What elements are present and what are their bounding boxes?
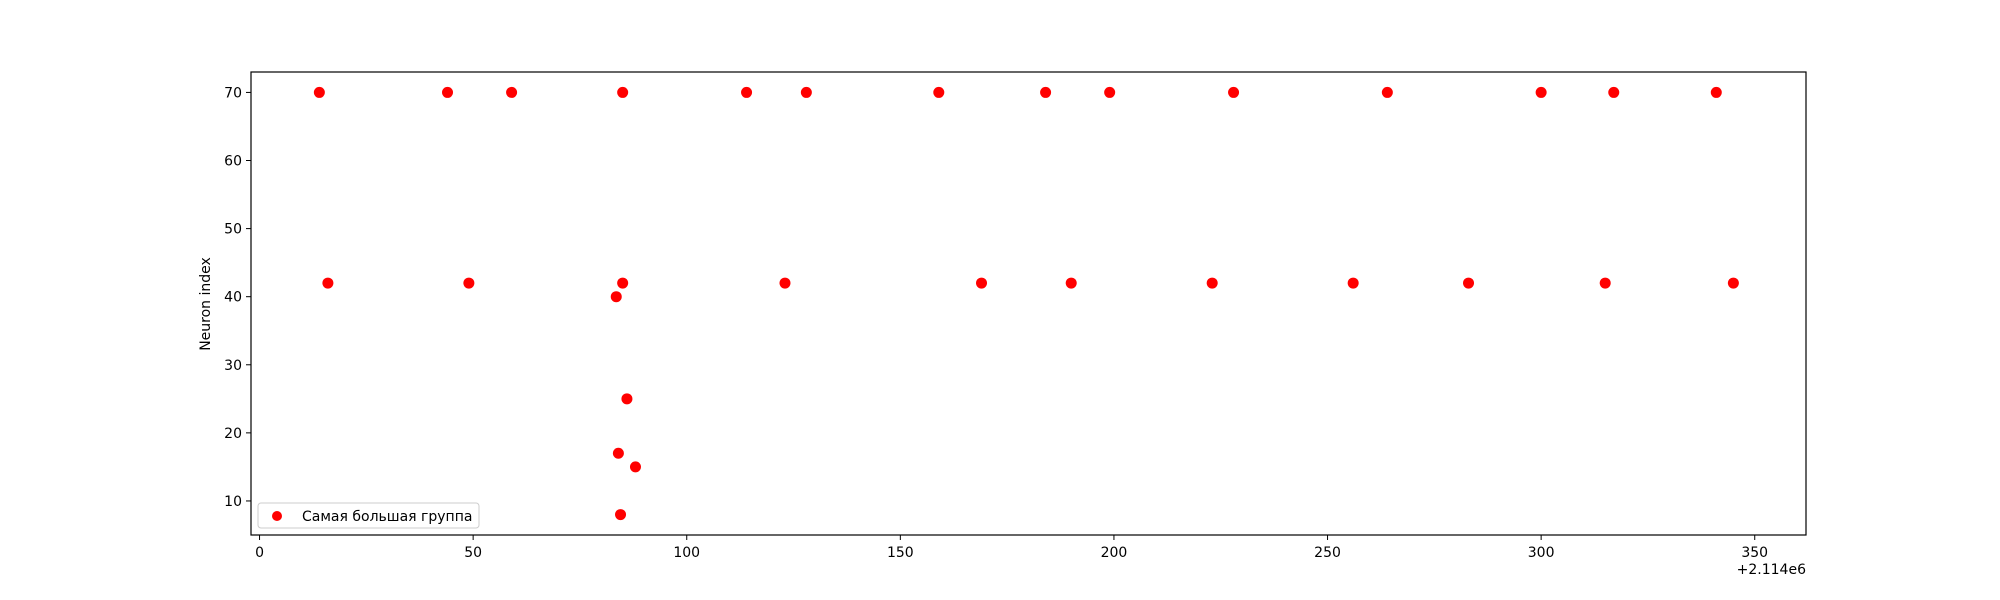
x-tick-label: 350 <box>1741 545 1768 561</box>
data-point <box>1535 86 1547 98</box>
legend-frame <box>257 502 480 529</box>
data-point <box>615 509 627 521</box>
x-axis-offset-label: +2.114e6 <box>1737 562 1806 578</box>
data-point <box>1463 277 1475 289</box>
data-point <box>1040 86 1052 98</box>
data-point <box>1104 86 1116 98</box>
x-tick-label: 0 <box>255 545 264 561</box>
data-point <box>506 86 518 98</box>
y-tick-label: 60 <box>224 154 242 170</box>
y-axis-ticks: 10 20 30 40 50 60 70 <box>224 85 251 510</box>
data-point <box>1710 86 1722 98</box>
legend-marker <box>272 511 282 521</box>
legend-label: Самая большая группа <box>302 509 472 525</box>
x-tick-label: 150 <box>887 545 914 561</box>
x-axis-ticks: 0 50 100 150 200 250 300 350 <box>255 535 1768 561</box>
x-tick-label: 250 <box>1314 545 1341 561</box>
y-axis-label: Neuron index <box>198 257 214 351</box>
data-point <box>1206 277 1218 289</box>
y-tick-label: 20 <box>224 426 242 442</box>
data-point <box>800 86 812 98</box>
data-point <box>1608 86 1620 98</box>
data-point <box>610 291 622 303</box>
data-point <box>442 86 454 98</box>
data-point <box>741 86 753 98</box>
y-tick-label: 30 <box>224 358 242 374</box>
data-point <box>1381 86 1393 98</box>
legend: Самая большая группа <box>257 502 480 529</box>
y-tick-label: 10 <box>224 494 242 510</box>
y-tick-label: 40 <box>224 290 242 306</box>
data-point <box>463 277 475 289</box>
data-point <box>313 86 325 98</box>
data-point <box>322 277 334 289</box>
data-point <box>779 277 791 289</box>
y-tick-label: 50 <box>224 222 242 238</box>
data-point <box>1065 277 1077 289</box>
data-point <box>976 277 988 289</box>
data-point <box>629 461 641 473</box>
x-tick-label: 300 <box>1528 545 1555 561</box>
data-point <box>617 277 629 289</box>
x-tick-label: 200 <box>1101 545 1128 561</box>
data-point <box>1727 277 1739 289</box>
data-point <box>1228 86 1240 98</box>
plot-area <box>250 71 1807 536</box>
data-point <box>1599 277 1611 289</box>
x-tick-label: 50 <box>464 545 482 561</box>
data-points <box>313 86 1739 521</box>
data-point <box>612 447 624 459</box>
data-point <box>617 86 629 98</box>
data-point <box>621 393 633 405</box>
x-tick-label: 100 <box>673 545 700 561</box>
y-tick-label: 70 <box>224 85 242 101</box>
data-point <box>933 86 945 98</box>
data-point <box>1347 277 1359 289</box>
